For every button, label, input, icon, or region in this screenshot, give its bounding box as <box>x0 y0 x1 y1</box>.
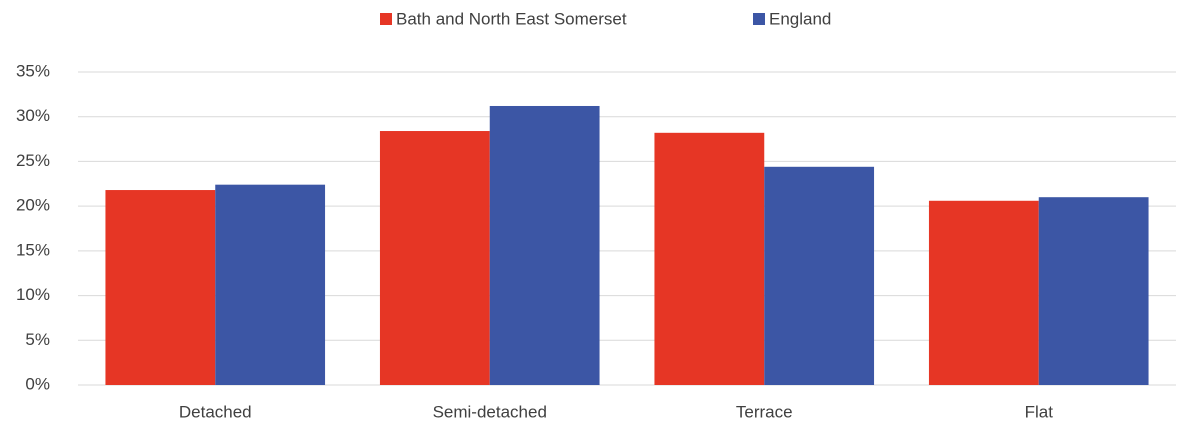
x-tick-label: Semi-detached <box>433 402 547 421</box>
bar <box>215 184 326 385</box>
bar <box>489 105 600 386</box>
x-tick-label: Terrace <box>736 402 793 421</box>
y-tick-label: 25% <box>16 151 50 170</box>
bar <box>764 166 875 385</box>
y-tick-label: 35% <box>16 61 50 80</box>
bar <box>379 131 490 385</box>
bar <box>105 190 216 385</box>
legend-label: Bath and North East Somerset <box>396 9 627 28</box>
y-tick-label: 15% <box>16 240 50 259</box>
y-tick-label: 5% <box>25 330 50 349</box>
legend-swatch <box>380 13 392 25</box>
bar <box>654 132 765 385</box>
legend-label: England <box>769 9 831 28</box>
y-tick-label: 10% <box>16 285 50 304</box>
y-tick-label: 30% <box>16 106 50 125</box>
y-tick-label: 20% <box>16 196 50 215</box>
x-tick-label: Detached <box>179 402 252 421</box>
y-tick-label: 0% <box>25 374 50 393</box>
bar <box>928 200 1039 385</box>
bar <box>1038 197 1149 385</box>
legend-swatch <box>753 13 765 25</box>
x-tick-label: Flat <box>1025 402 1054 421</box>
